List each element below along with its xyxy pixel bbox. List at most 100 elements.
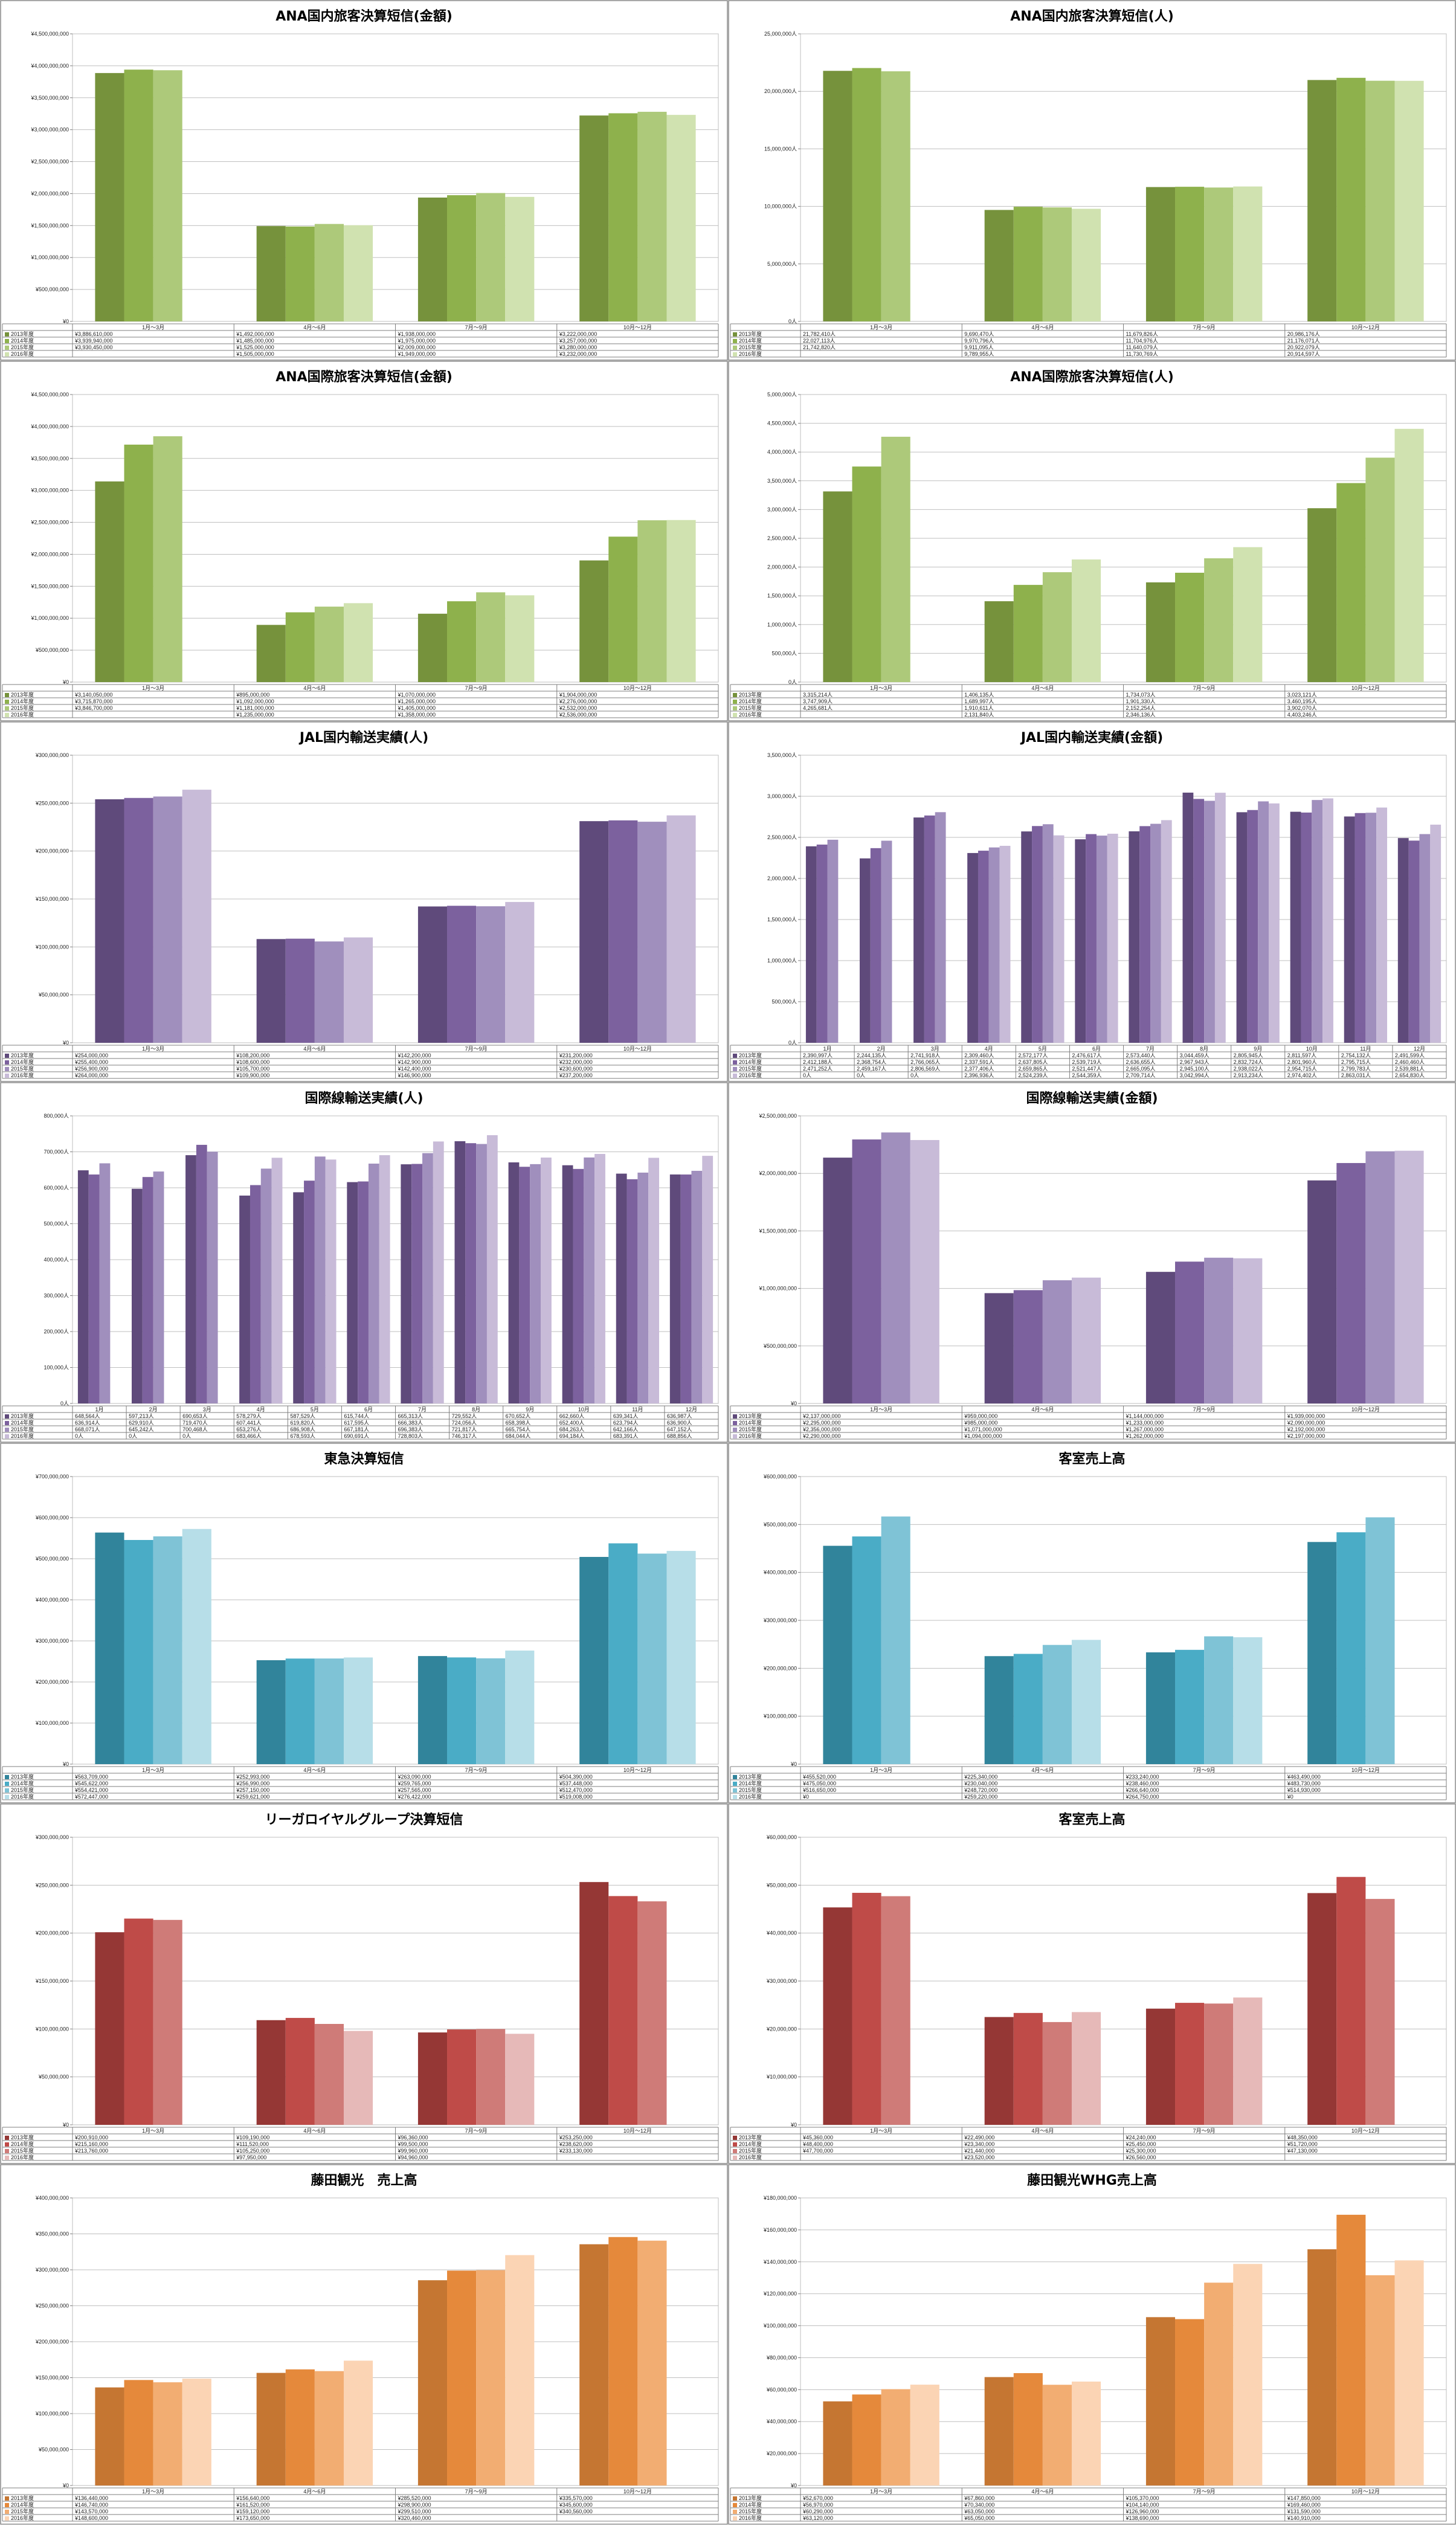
legend-key [733,346,737,350]
x-category-label: 10月〜12月 [1351,2128,1380,2134]
x-category-label: 10月〜12月 [623,1767,652,1773]
bar [913,817,924,1043]
data-table-cell: ¥254,000,000 [74,1052,108,1058]
data-table-cell: 2,801,960人 [1287,1059,1317,1065]
y-tick-label: ¥350,000,000 [35,2231,69,2237]
legend-series-name: 2015年度 [11,344,34,350]
data-table-cell: ¥0 [1287,1794,1293,1800]
bar [1013,207,1043,321]
bar [153,70,182,322]
bar [1145,187,1176,321]
chart-title: リーガロイヤルグループ決算短信 [265,1812,463,1828]
bar [1336,77,1366,321]
data-table-cell: ¥1,094,000,000 [964,1433,1002,1439]
data-table-cell: ¥3,715,870,000 [74,698,113,704]
data-table-cell: 11,704,976人 [1126,338,1158,344]
legend-key [5,713,9,717]
data-table-cell: ¥52,670,000 [802,2495,833,2501]
bar [1365,457,1395,682]
y-tick-label: ¥10,000,000 [766,2074,797,2080]
bar [579,821,609,1043]
data-table-cell: 9,911,095人 [964,344,993,350]
y-tick-label: ¥50,000,000 [38,2447,69,2453]
data-table-cell: 597,213人 [129,1413,154,1419]
y-tick-label: ¥0 [62,1761,69,1767]
bar [579,1557,609,1764]
data-table-cell: 639,341人 [613,1413,639,1419]
chart-fujita-whg-sales: 藤田観光WHG売上高 ¥0 ¥20,000,000 ¥40,000,000 ¥60,00… [728,2164,1456,2525]
y-tick-label: ¥500,000,000 [763,1343,797,1349]
data-table-cell: ¥1,358,000,000 [398,712,436,718]
bar [984,2017,1014,2125]
chart-royal-results: リーガロイヤルグループ決算短信 ¥0 ¥50,000,000 ¥100,000,000… [0,1803,728,2164]
bar [153,436,182,682]
y-tick-label: ¥120,000,000 [763,2291,797,2297]
bar [1042,1645,1072,1764]
data-table-cell: ¥47,700,000 [802,2148,833,2154]
chart-jal-domestic-pax: JAL国内輸送実績(人) ¥0 ¥50,000,000 ¥100,000,000 ¥15… [0,721,728,1082]
bar [637,1553,667,1764]
chart-title: 東急決算短信 [324,1451,404,1467]
x-category-label: 10月〜12月 [623,2128,652,2134]
data-table-cell: 1,689,997人 [964,698,994,704]
bar [1013,585,1043,682]
data-table-cell: ¥140,910,000 [1287,2515,1321,2521]
chart-title: 客室売上高 [1058,1812,1125,1828]
bar [637,1901,667,2125]
y-tick-label: ¥100,000,000 [763,1713,797,1719]
x-category-label: 1月〜3月 [870,2128,892,2134]
bar [1042,2022,1072,2125]
chart-title: 国際線輸送実績(金額) [1026,1091,1158,1106]
bar [476,2029,506,2125]
chart-title: 藤田観光 売上高 [311,2173,417,2188]
y-tick-label: ¥4,500,000,000 [30,391,69,398]
bar [984,1656,1014,1764]
bar [1013,2373,1043,2486]
chart-title: 藤田観光WHG売上高 [1027,2173,1157,2188]
data-table-cell: 20,986,176人 [1287,331,1320,337]
chart-intl-pax: 国際線輸送実績(人) 0人 100,000人 200,000人 300,000人 400,… [0,1082,728,1443]
y-tick-label: ¥200,000,000 [35,1930,69,1936]
bar [358,1181,369,1403]
data-table-cell: 2,945,100人 [1180,1066,1210,1072]
data-table-cell: ¥475,050,000 [802,1780,836,1786]
bar [343,225,373,321]
bar [1233,186,1263,321]
bar [1233,547,1263,682]
y-tick-label: ¥400,000,000 [763,1570,797,1576]
bar [1204,801,1215,1043]
y-tick-label: 1,000,000人 [767,622,797,628]
legend-series-name: 2016年度 [11,1793,34,1800]
legend-series-name: 2013年度 [739,330,762,337]
x-category-label: 10月〜12月 [1351,1767,1380,1773]
bar [1139,826,1151,1043]
bar [314,607,344,682]
data-table-cell: ¥47,130,000 [1287,2148,1318,2154]
bar [859,858,871,1043]
bar [910,1139,939,1403]
bar [314,1156,326,1403]
data-table-cell: 11,679,826人 [1126,331,1158,337]
legend-key [733,706,737,710]
data-table-cell: 3,902,070人 [1287,705,1317,711]
bar [870,848,881,1043]
bar [1307,80,1337,321]
bar [881,1516,910,1764]
data-table-cell: ¥1,939,000,000 [1287,1413,1326,1419]
bar [1145,582,1176,682]
data-table-cell: 22,027,113人 [803,338,835,344]
data-table-cell: 2,637,805人 [1018,1059,1048,1065]
bar [1394,428,1424,682]
bar [417,2032,448,2125]
bar [852,1536,881,1764]
data-table-cell: ¥108,600,000 [236,1059,269,1065]
legend-series-name: 2015年度 [11,1426,34,1432]
legend-series-name: 2014年度 [739,1419,762,1426]
bar [1145,1652,1176,1764]
data-table-cell: ¥169,460,000 [1287,2502,1321,2508]
legend-series-name: 2016年度 [739,711,762,718]
bar [417,2280,448,2486]
bar [347,1182,358,1403]
x-category-label: 7月〜9月 [465,2128,488,2134]
x-category-label: 4月〜6月 [303,2128,326,2134]
